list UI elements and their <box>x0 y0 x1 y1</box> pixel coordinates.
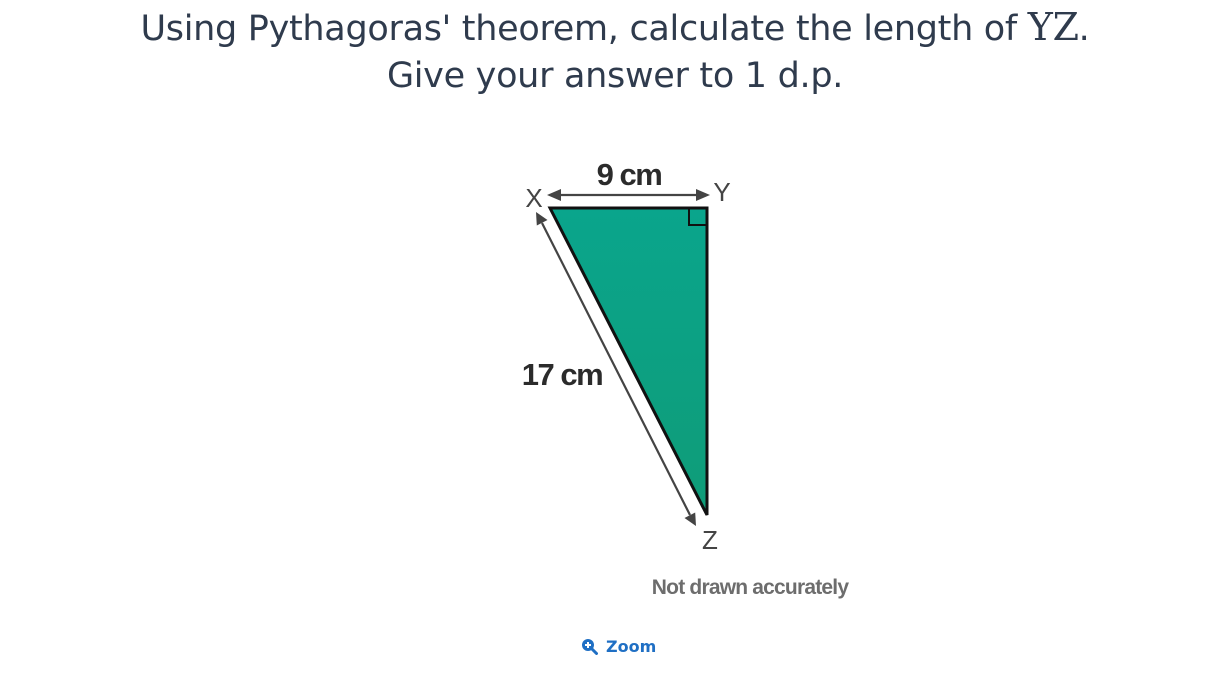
zoom-label: Zoom <box>606 637 657 656</box>
question-line-1-prefix: Using Pythagoras' theorem, calculate the… <box>140 9 1017 49</box>
zoom-button[interactable]: Zoom <box>581 637 656 656</box>
question-math-yz: YZ <box>1027 5 1079 49</box>
triangle-xyz <box>547 206 709 516</box>
vertex-label-z: Z <box>702 525 718 555</box>
side-label-xy: 9 cm <box>597 157 662 192</box>
question-line-1-suffix: . <box>1078 9 1090 49</box>
dimension-arrow-xz <box>536 212 696 526</box>
right-angle-marker <box>688 208 707 226</box>
question-text: Using Pythagoras' theorem, calculate the… <box>0 4 1230 100</box>
side-label-xz: 17 cm <box>522 357 602 392</box>
vertex-label-x: X <box>525 183 542 213</box>
zoom-in-icon <box>581 638 598 655</box>
dimension-arrow-xy <box>547 189 710 201</box>
question-line-2: Give your answer to 1 d.p. <box>386 56 844 96</box>
vertex-label-y: Y <box>713 177 730 207</box>
question-line-1: Using Pythagoras' theorem, calculate the… <box>0 4 1230 53</box>
not-drawn-accurately-note: Not drawn accurately <box>652 576 850 599</box>
